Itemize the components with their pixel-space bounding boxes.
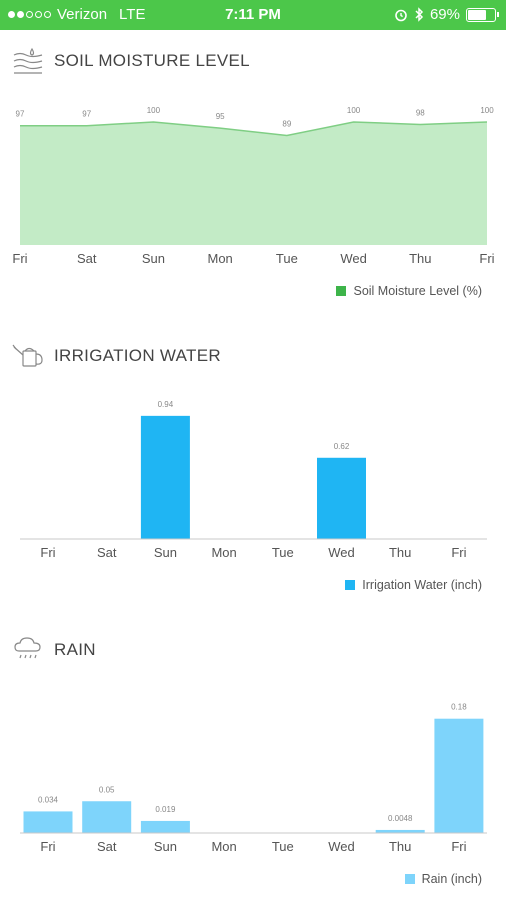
irrigation-chart: Fri Sat 0.94 Sun Mon Tue 0.62 Wed Thu Fri xyxy=(20,400,487,560)
x-tick-label: Sat xyxy=(97,839,117,854)
rain-chart: 0.034 Fri 0.05 Sat 0.019 Sun Mon Tue Wed 0.0048 Th… xyxy=(20,703,487,854)
data-label: 95 xyxy=(216,112,225,121)
bar xyxy=(375,829,425,833)
soil-moisture-line xyxy=(20,121,488,137)
x-tick-label: Mon xyxy=(207,251,232,266)
x-tick-label: Sun xyxy=(154,545,177,560)
data-label: 0.034 xyxy=(38,795,59,804)
x-tick-label: Sun xyxy=(142,251,165,266)
rain-cloud-icon xyxy=(14,637,41,659)
soil-moisture-legend: Soil Moisture Level (%) xyxy=(336,284,482,298)
rain-title: RAIN xyxy=(54,640,96,659)
irrigation-title: IRRIGATION WATER xyxy=(54,346,221,365)
data-label: 0.62 xyxy=(334,442,350,451)
legend-label: Soil Moisture Level (%) xyxy=(353,284,482,298)
bar xyxy=(434,718,484,833)
bar xyxy=(82,801,132,833)
legend-swatch xyxy=(404,874,415,884)
data-label: 0.019 xyxy=(155,805,176,814)
data-label: 0.0048 xyxy=(388,814,413,823)
soil-moisture-title: SOIL MOISTURE LEVEL xyxy=(54,51,250,70)
x-tick-label: Fri xyxy=(479,251,494,266)
bluetooth-icon xyxy=(415,7,424,22)
legend-swatch xyxy=(345,580,356,590)
bar xyxy=(140,820,190,833)
rain-legend: Rain (inch) xyxy=(404,872,482,886)
x-tick-label: Fri xyxy=(40,545,55,560)
x-tick-label: Sat xyxy=(77,251,97,266)
x-tick-label: Sun xyxy=(154,839,177,854)
status-time: 7:11 PM xyxy=(225,6,281,23)
x-tick-label: Tue xyxy=(276,251,298,266)
x-tick-label: Wed xyxy=(328,839,355,854)
rain-header: RAIN xyxy=(12,635,96,665)
data-label: 0.18 xyxy=(451,703,467,712)
x-tick-label: Mon xyxy=(211,839,236,854)
legend-label: Rain (inch) xyxy=(421,872,482,886)
x-tick-label: Fri xyxy=(40,839,55,854)
signal-dots-icon xyxy=(8,11,51,18)
x-tick-label: Fri xyxy=(12,251,27,266)
data-label: 97 xyxy=(16,110,25,119)
irrigation-header: IRRIGATION WATER xyxy=(12,341,221,371)
soil-moisture-icon xyxy=(13,47,43,74)
x-tick-label: Thu xyxy=(389,839,411,854)
status-bar: Verizon LTE 7:11 PM 69% xyxy=(0,0,506,30)
x-tick-label: Fri xyxy=(451,839,466,854)
data-label: 100 xyxy=(347,106,361,115)
data-label: 100 xyxy=(147,106,161,115)
x-tick-label: Fri xyxy=(451,545,466,560)
alarm-icon xyxy=(395,9,407,21)
bar xyxy=(317,457,366,539)
data-label: 0.05 xyxy=(99,785,115,794)
x-tick-label: Tue xyxy=(272,839,294,854)
legend-swatch xyxy=(336,286,347,296)
data-label: 100 xyxy=(480,106,494,115)
data-label: 98 xyxy=(416,108,425,117)
data-label: 97 xyxy=(82,110,91,119)
battery-percent: 69% xyxy=(429,6,460,23)
data-label: 0.94 xyxy=(158,400,174,409)
carrier-label: Verizon xyxy=(57,6,108,23)
battery-icon xyxy=(466,7,499,22)
watering-can-icon xyxy=(12,344,43,367)
soil-moisture-chart: 97 Fri 97 Sat 100 Sun 95 Mon 89 Tue 100 Wed 98 Thu 100… xyxy=(12,106,494,266)
x-tick-label: Wed xyxy=(340,251,367,266)
x-tick-label: Sat xyxy=(97,545,117,560)
irrigation-legend: Irrigation Water (inch) xyxy=(345,578,482,592)
x-tick-label: Tue xyxy=(272,545,294,560)
legend-label: Irrigation Water (inch) xyxy=(362,578,482,592)
x-tick-label: Thu xyxy=(409,251,431,266)
data-label: 89 xyxy=(282,120,291,129)
soil-moisture-header: SOIL MOISTURE LEVEL xyxy=(12,46,250,76)
network-label: LTE xyxy=(119,6,146,23)
bar xyxy=(23,811,73,833)
x-tick-label: Wed xyxy=(328,545,355,560)
soil-moisture-area xyxy=(20,122,487,245)
x-tick-label: Thu xyxy=(389,545,411,560)
bar xyxy=(140,415,190,539)
x-tick-label: Mon xyxy=(211,545,236,560)
